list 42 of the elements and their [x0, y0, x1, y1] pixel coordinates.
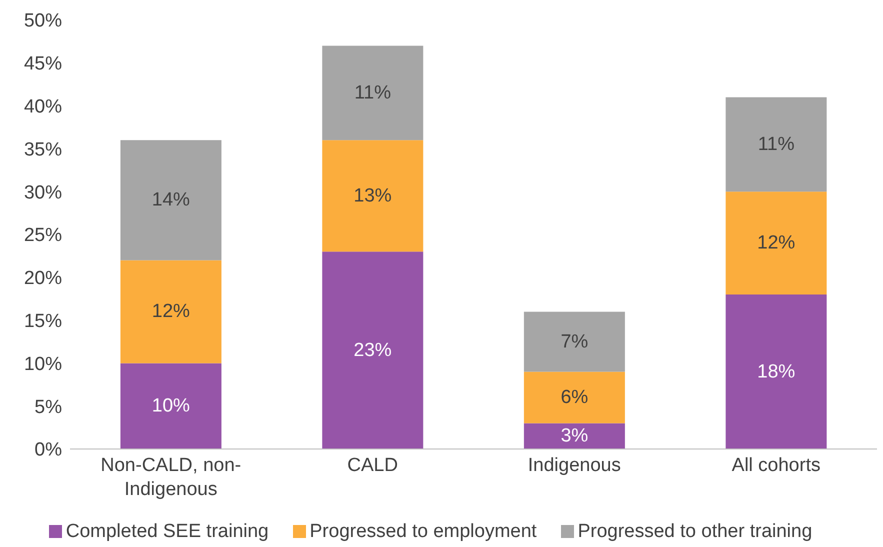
- bar: [120, 140, 222, 260]
- bar: [726, 97, 827, 192]
- data-label: 7%: [560, 331, 588, 352]
- data-label: 14%: [152, 190, 190, 211]
- bar: [524, 312, 625, 372]
- y-tick-label: 0%: [34, 440, 62, 461]
- bar: [322, 252, 424, 449]
- y-tick-label: 40%: [24, 96, 62, 118]
- bar: [524, 372, 625, 424]
- y-tick-label: 15%: [24, 311, 62, 332]
- y-tick-label: 45%: [24, 54, 62, 75]
- bar: [524, 423, 625, 449]
- legend-label: Completed SEE training: [66, 521, 269, 542]
- bar: [120, 363, 222, 449]
- x-tick-label: Indigenous: [528, 455, 621, 476]
- data-label: 12%: [152, 301, 190, 322]
- data-label: 18%: [757, 361, 796, 382]
- y-tick-label: 25%: [24, 225, 62, 246]
- x-tick-label: Non-CALD, non-Indigenous: [100, 455, 242, 500]
- y-tick-label: 5%: [34, 396, 62, 418]
- y-tick-label: 20%: [24, 268, 62, 290]
- y-tick-label: 35%: [24, 139, 62, 160]
- bar: [120, 260, 222, 364]
- legend-label: Progressed to other training: [578, 521, 812, 542]
- x-tick-label: CALD: [347, 455, 398, 476]
- data-label: 10%: [152, 396, 190, 417]
- y-tick-label: 10%: [24, 354, 62, 375]
- data-label: 11%: [758, 134, 795, 155]
- data-label: 13%: [354, 185, 392, 206]
- data-label: 23%: [354, 340, 392, 361]
- y-tick-label: 50%: [24, 10, 62, 32]
- x-tick-label: All cohorts: [732, 455, 820, 476]
- data-label: 6%: [560, 387, 588, 408]
- bar: [726, 192, 827, 295]
- bar: [726, 294, 827, 449]
- legend-label: Progressed to employment: [310, 521, 537, 542]
- data-label: 3%: [560, 426, 588, 447]
- data-label: 12%: [757, 232, 796, 254]
- bar: [322, 140, 424, 252]
- bar: [322, 46, 424, 140]
- data-label: 11%: [354, 82, 392, 104]
- y-tick-label: 30%: [24, 182, 62, 204]
